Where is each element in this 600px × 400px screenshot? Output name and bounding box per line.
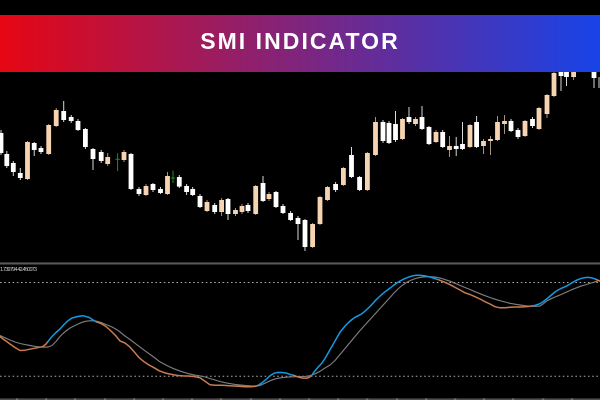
svg-text:1.739794 42.450073: 1.739794 42.450073 bbox=[0, 267, 37, 273]
